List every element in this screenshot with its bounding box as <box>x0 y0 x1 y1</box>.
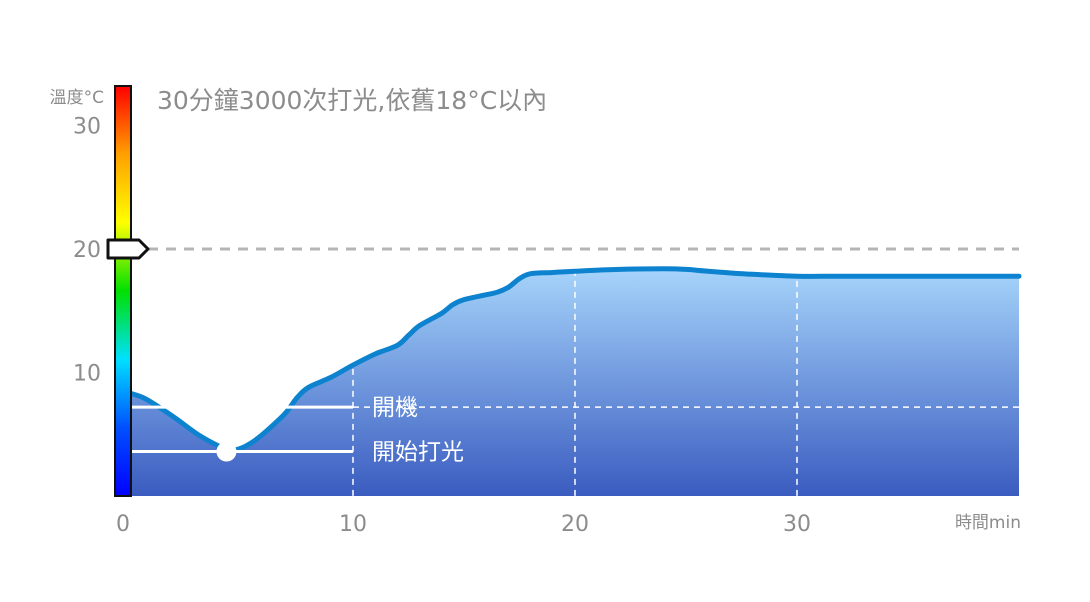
annotation-point-1 <box>216 441 237 462</box>
y-axis-label: 溫度°C <box>50 88 104 108</box>
x-tick-30: 30 <box>783 512 811 537</box>
temperature-line <box>128 266 1022 453</box>
x-tick-10: 10 <box>339 512 367 537</box>
x-tick-20: 20 <box>561 512 589 537</box>
annotation-label-0: 開機 <box>372 395 418 421</box>
x-axis-label: 時間min <box>955 513 1021 533</box>
chart-title: 30分鐘3000次打光,依舊18°C以內 <box>157 86 547 115</box>
colorbar-marker <box>106 238 150 260</box>
annotation-label-1: 開始打光 <box>372 440 464 466</box>
y-tick-10: 10 <box>73 362 101 387</box>
temperature-colorbar <box>114 85 132 497</box>
y-tick-20: 20 <box>73 238 101 263</box>
y-tick-30: 30 <box>73 115 101 140</box>
x-tick-0: 0 <box>116 512 130 537</box>
